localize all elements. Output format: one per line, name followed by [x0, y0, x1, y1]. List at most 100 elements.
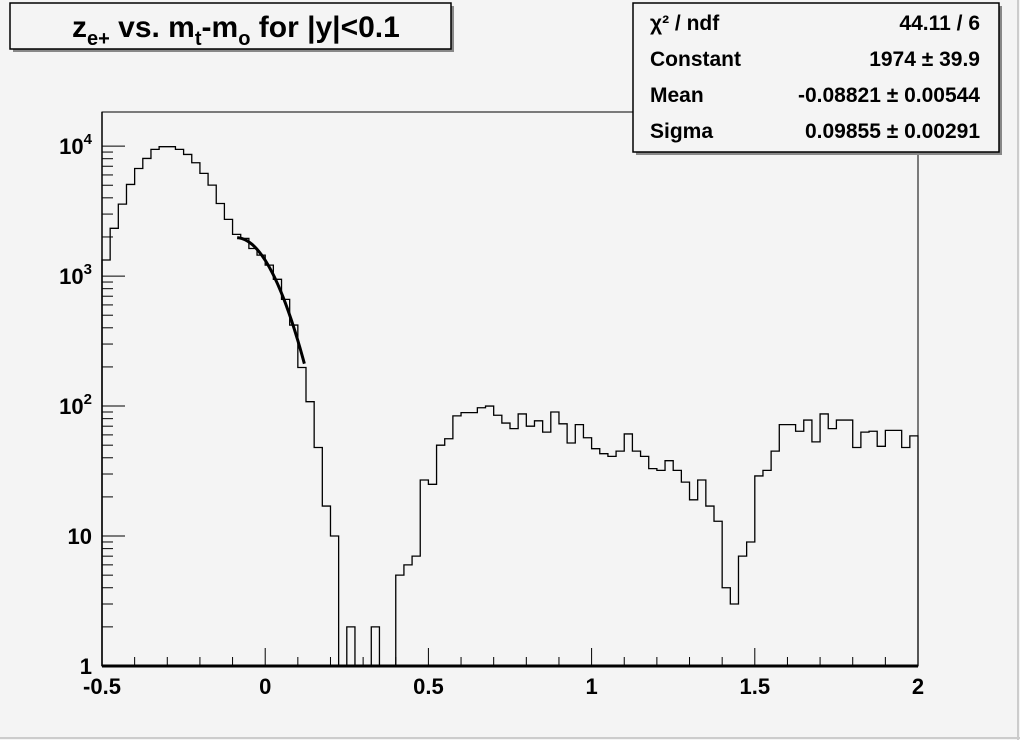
histogram-bin: [747, 542, 755, 666]
x-axis-labels: -0.5 0 0.5 1 1.5 2: [83, 674, 924, 699]
histogram-bin: [698, 480, 706, 666]
stats-label: Mean: [650, 84, 704, 107]
title-box: ze+ vs. mt-mo for |y|<0.1: [9, 2, 454, 52]
title-frame: [9, 2, 452, 50]
y-tick-label: 102: [59, 391, 92, 419]
histogram-bin: [347, 627, 355, 666]
histogram-bin: [885, 430, 893, 666]
histogram-bin: [845, 420, 853, 666]
histogram-bin: [469, 413, 477, 666]
y-tick-label: 103: [59, 261, 92, 289]
histogram-bin: [453, 416, 461, 666]
histogram-bin: [836, 420, 844, 666]
histogram-bin: [494, 415, 502, 666]
histogram-bin: [110, 228, 118, 666]
histogram-bin: [151, 149, 159, 666]
histogram-bin: [787, 425, 795, 666]
histogram-bin: [559, 424, 567, 666]
stats-value: 1974 ± 39.9: [869, 48, 980, 71]
histogram-bin: [216, 203, 224, 666]
histogram-bin: [445, 439, 453, 666]
histogram-bin: [322, 506, 330, 666]
histogram-bin: [665, 461, 673, 666]
histogram-bin: [632, 451, 640, 666]
histogram-bin: [428, 484, 436, 666]
histogram-bin: [135, 168, 143, 666]
histogram-bin: [208, 185, 216, 666]
stats-label: Constant: [650, 48, 741, 71]
histogram-bin: [543, 432, 551, 666]
histogram-bin: [812, 442, 820, 666]
stats-value: 0.09855 ± 0.00291: [805, 120, 980, 143]
axis-ticks: [101, 145, 919, 667]
histogram-bin: [412, 556, 420, 666]
histogram-bin: [877, 446, 885, 666]
y-tick-label: 10: [68, 524, 92, 549]
histogram-bin: [690, 500, 698, 666]
histogram-bin: [853, 447, 861, 666]
stats-frame: [632, 2, 1000, 153]
histogram-bin: [600, 454, 608, 666]
histogram-bin: [184, 154, 192, 666]
histogram-bin: [233, 234, 241, 666]
histogram-bin: [249, 249, 257, 666]
histogram-bin: [102, 260, 110, 666]
histogram-bin: [779, 425, 787, 666]
x-tick-label: 0.5: [413, 674, 444, 699]
histogram-bin: [224, 219, 232, 666]
histogram-bin: [330, 536, 338, 666]
histogram: [101, 146, 919, 667]
histogram-bin: [567, 443, 575, 666]
stats-value: -0.08821 ± 0.00544: [798, 84, 980, 107]
x-tick-label: 1.5: [740, 674, 771, 699]
histogram-bin: [771, 451, 779, 666]
histogram-bin: [592, 449, 600, 666]
y-tick-label: 1: [80, 654, 92, 679]
histogram-bin: [681, 482, 689, 666]
histogram-bin: [869, 431, 877, 666]
histogram-bin: [526, 426, 534, 666]
histogram-bin: [175, 149, 183, 666]
histogram-bin: [706, 506, 714, 666]
histogram-bin: [306, 402, 314, 666]
histogram-bin: [820, 414, 828, 666]
histogram-bin: [575, 425, 583, 666]
histogram-bin: [396, 575, 404, 666]
histogram-bin: [722, 588, 730, 666]
histogram-bin: [200, 173, 208, 666]
histogram-bin: [657, 470, 665, 666]
stats-label: χ² / ndf: [650, 12, 720, 35]
histogram-bin: [714, 521, 722, 666]
x-tick-label: -0.5: [83, 674, 121, 699]
histogram-bin: [167, 147, 175, 666]
histogram-bin: [510, 429, 518, 666]
histogram-bin: [298, 367, 306, 666]
histogram-bin: [551, 412, 559, 666]
histogram-bin: [624, 434, 632, 666]
histogram-bin: [763, 470, 771, 666]
stats-label: Sigma: [650, 120, 713, 143]
x-tick-label: 2: [912, 674, 924, 699]
histogram-bin: [502, 423, 510, 666]
histogram-bin: [518, 414, 526, 666]
histogram-bin: [241, 238, 249, 666]
histogram-bin: [159, 147, 167, 666]
histogram-bin: [290, 325, 298, 666]
histogram-bin: [673, 470, 681, 666]
histogram-bin: [616, 451, 624, 666]
histogram-bin: [437, 445, 445, 666]
histogram-bin: [192, 163, 200, 666]
histogram-bin: [126, 184, 134, 666]
histogram-bin: [404, 565, 412, 666]
histogram-bin: [828, 429, 836, 666]
histogram-bin: [902, 447, 910, 666]
histogram-bin: [910, 436, 918, 666]
histogram-bin: [534, 421, 542, 666]
histogram-bin: [371, 627, 379, 666]
histogram-bin: [894, 430, 902, 666]
histogram-bin: [804, 420, 812, 666]
x-tick-label: 0: [259, 674, 271, 699]
x-tick-label: 1: [585, 674, 597, 699]
histogram-bin: [257, 255, 265, 666]
